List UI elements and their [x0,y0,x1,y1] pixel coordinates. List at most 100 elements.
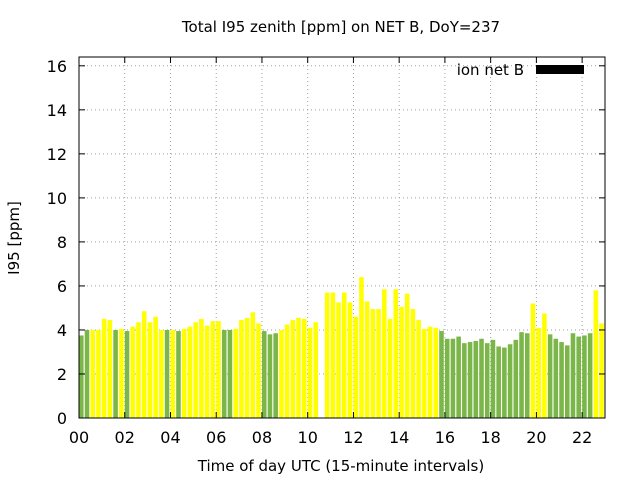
y-axis-label: I95 [ppm] [5,201,23,275]
x-tick-label: 08 [252,428,272,447]
x-tick-label: 12 [343,428,363,447]
bar [513,339,519,418]
bar [382,289,387,418]
bar [387,318,393,418]
bar [467,342,473,418]
bar [290,320,296,418]
bar [336,302,341,418]
bar [96,329,101,418]
bar [296,317,301,418]
bar [422,328,427,418]
bar [427,326,433,418]
bar [227,329,233,418]
bar [519,332,524,418]
bar [239,320,244,418]
bar [119,328,124,418]
plot-frame [78,56,606,419]
y-tick-label: 14 [47,101,67,120]
bar [410,309,416,418]
bar [250,312,256,418]
x-tick-label: 02 [115,428,135,447]
bar [221,329,227,418]
y-tick-label: 2 [57,365,67,384]
y-tick-label: 10 [47,189,67,208]
bar [101,318,107,418]
bar [479,338,484,418]
bar [216,321,221,418]
bar [507,344,513,418]
bar [353,316,359,418]
x-tick-label: 06 [206,428,226,447]
legend-label: ion net B [457,61,524,79]
bar [444,338,450,418]
bar [347,302,353,418]
bar [547,334,553,418]
y-tick-label: 16 [47,57,67,76]
legend: ion net B [457,61,584,79]
x-tick-label: 22 [572,428,592,447]
bar [256,323,261,418]
bar [502,347,507,418]
bar [553,338,559,418]
bar [307,327,313,418]
bar [84,329,90,418]
chart-title: Total I95 zenith [ppm] on NET B, DoY=237 [181,18,500,36]
x-tick-labels: 00 02 04 06 08 10 12 14 16 18 20 22 [69,428,592,447]
bar [542,313,547,418]
y-tick-label: 12 [47,145,67,164]
bar [587,333,593,418]
bar [136,322,141,418]
bar [559,342,564,418]
bar [599,323,604,418]
bar [244,317,250,418]
bar-series [79,277,604,418]
bar [181,328,187,418]
bar [324,292,330,418]
bar [141,311,147,418]
bar [261,331,267,418]
bar [90,329,96,418]
bar [496,346,501,418]
bar [130,326,136,418]
bar [164,329,170,418]
x-tick-label: 04 [160,428,180,447]
x-tick-label: 20 [526,428,546,447]
bar [364,301,370,418]
bar [342,292,347,418]
bar [210,321,216,418]
bar [404,293,410,418]
bar [376,309,381,418]
bar [301,318,307,418]
bar [490,339,496,418]
bar [439,331,444,418]
bar [107,320,113,418]
x-tick-label: 14 [389,428,409,447]
bar [450,338,456,418]
y-tick-labels: 0 2 4 6 8 10 12 14 16 [47,57,67,428]
bar [530,303,536,418]
bar [370,309,376,418]
bar [456,336,461,418]
bar [279,329,284,418]
bar [593,290,599,418]
bar [570,333,576,418]
bar [536,327,541,418]
y-tick-label: 0 [57,409,67,428]
bar [462,343,467,418]
bar [273,333,278,418]
bar [399,306,404,418]
bar [433,327,439,418]
y-tick-label: 4 [57,321,67,340]
axis-ticks [78,57,605,419]
bar [79,335,84,418]
bar [176,331,181,418]
y-tick-label: 6 [57,277,67,296]
bar [582,335,587,418]
x-tick-label: 10 [298,428,318,447]
y-tick-label: 8 [57,233,67,252]
bar [473,340,479,418]
bar [113,329,118,418]
bar [193,322,198,418]
bar [313,322,318,418]
